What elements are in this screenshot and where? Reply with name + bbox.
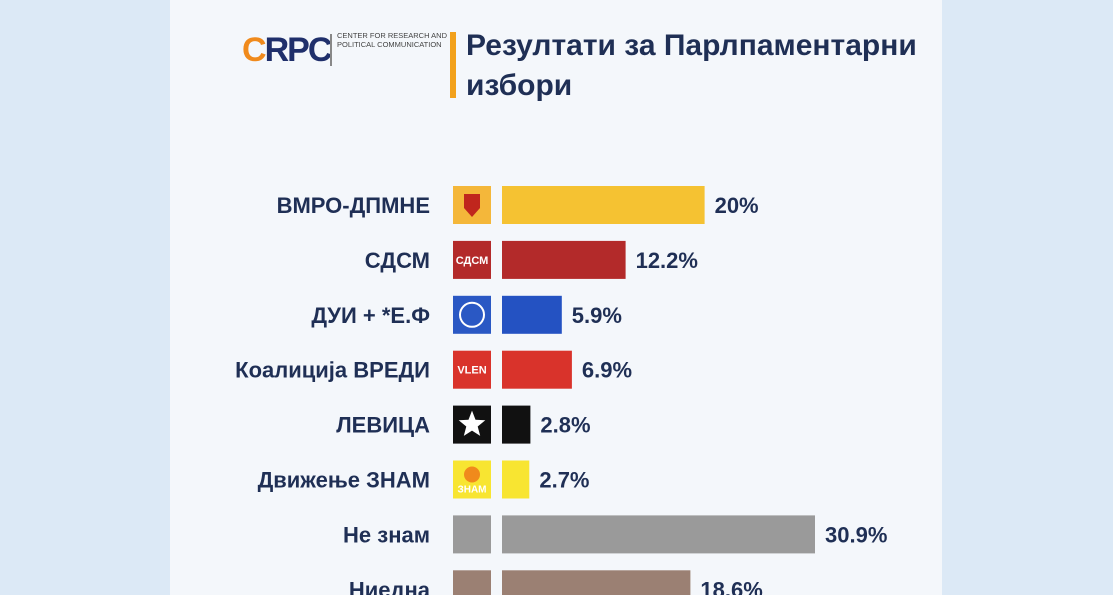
- bar-row: Не знам 30.9%: [343, 515, 887, 554]
- bar: [502, 405, 531, 444]
- value-label: 5.9%: [572, 303, 622, 328]
- value-label: 20%: [715, 193, 759, 218]
- value-label: 2.7%: [539, 468, 589, 493]
- category-label: ДУИ + *Е.Ф: [311, 303, 430, 328]
- bar: [502, 240, 626, 279]
- bar-row: ЛЕВИЦА 2.8%: [336, 405, 591, 444]
- chart-title: Резултати за Парлпаментарни избори: [466, 29, 917, 102]
- vmro-shield-shape: [464, 194, 480, 217]
- bar-row: Коалиција ВРЕДИ VLEN 6.9%: [235, 350, 632, 389]
- bar: [502, 570, 691, 595]
- value-label: 6.9%: [582, 358, 632, 383]
- category-label: Коалиција ВРЕДИ: [235, 358, 430, 383]
- category-label: ВМРО-ДПМНЕ: [277, 193, 430, 218]
- bar: [502, 350, 572, 389]
- value-label: 2.8%: [540, 413, 590, 438]
- star-shape: [458, 410, 486, 436]
- category-label: Не знам: [343, 522, 430, 547]
- bar-row: ДУИ + *Е.Ф 5.9%: [311, 295, 622, 334]
- crpc-logo-mark: CRPC: [242, 31, 332, 69]
- logo-divider: [330, 34, 332, 66]
- logo-text: СДСМ: [456, 255, 489, 267]
- bar-row: ВМРО-ДПМНЕ 20%: [277, 186, 759, 224]
- bar-row: Ниедна 18.6%: [349, 570, 763, 595]
- bar: [502, 186, 705, 224]
- dui-ring-shape: [459, 301, 485, 328]
- category-label: ЛЕВИЦА: [336, 413, 430, 438]
- logo-text: ЗНАМ: [457, 485, 486, 496]
- value-label: 12.2%: [636, 248, 698, 273]
- category-label: Ниедна: [349, 577, 431, 595]
- bar: [502, 515, 815, 554]
- value-label: 30.9%: [825, 522, 887, 547]
- title-accent-bar: [450, 32, 456, 98]
- bar-row: СДСМ СДСМ 12.2%: [365, 240, 698, 279]
- neutral-square-icon: [453, 515, 491, 554]
- bar: [502, 460, 530, 499]
- category-label: Движење ЗНАМ: [258, 468, 430, 493]
- neutral-square-icon: [453, 570, 491, 595]
- category-label: СДСМ: [365, 248, 430, 273]
- bar-row: Движење ЗНАМ ЗНАМ 2.7%: [258, 460, 590, 499]
- znam-sun-shape: [464, 466, 480, 483]
- sdsm-logo-icon: [453, 240, 491, 279]
- vlen-logo-icon: [453, 350, 491, 389]
- bar: [502, 295, 562, 334]
- value-label: 18.6%: [700, 577, 762, 595]
- logo-subtitle: CENTER FOR RESEARCH AND POLITICAL COMMUN…: [337, 31, 448, 49]
- dui-logo-icon: [453, 295, 491, 334]
- logo-text: VLEN: [457, 365, 486, 377]
